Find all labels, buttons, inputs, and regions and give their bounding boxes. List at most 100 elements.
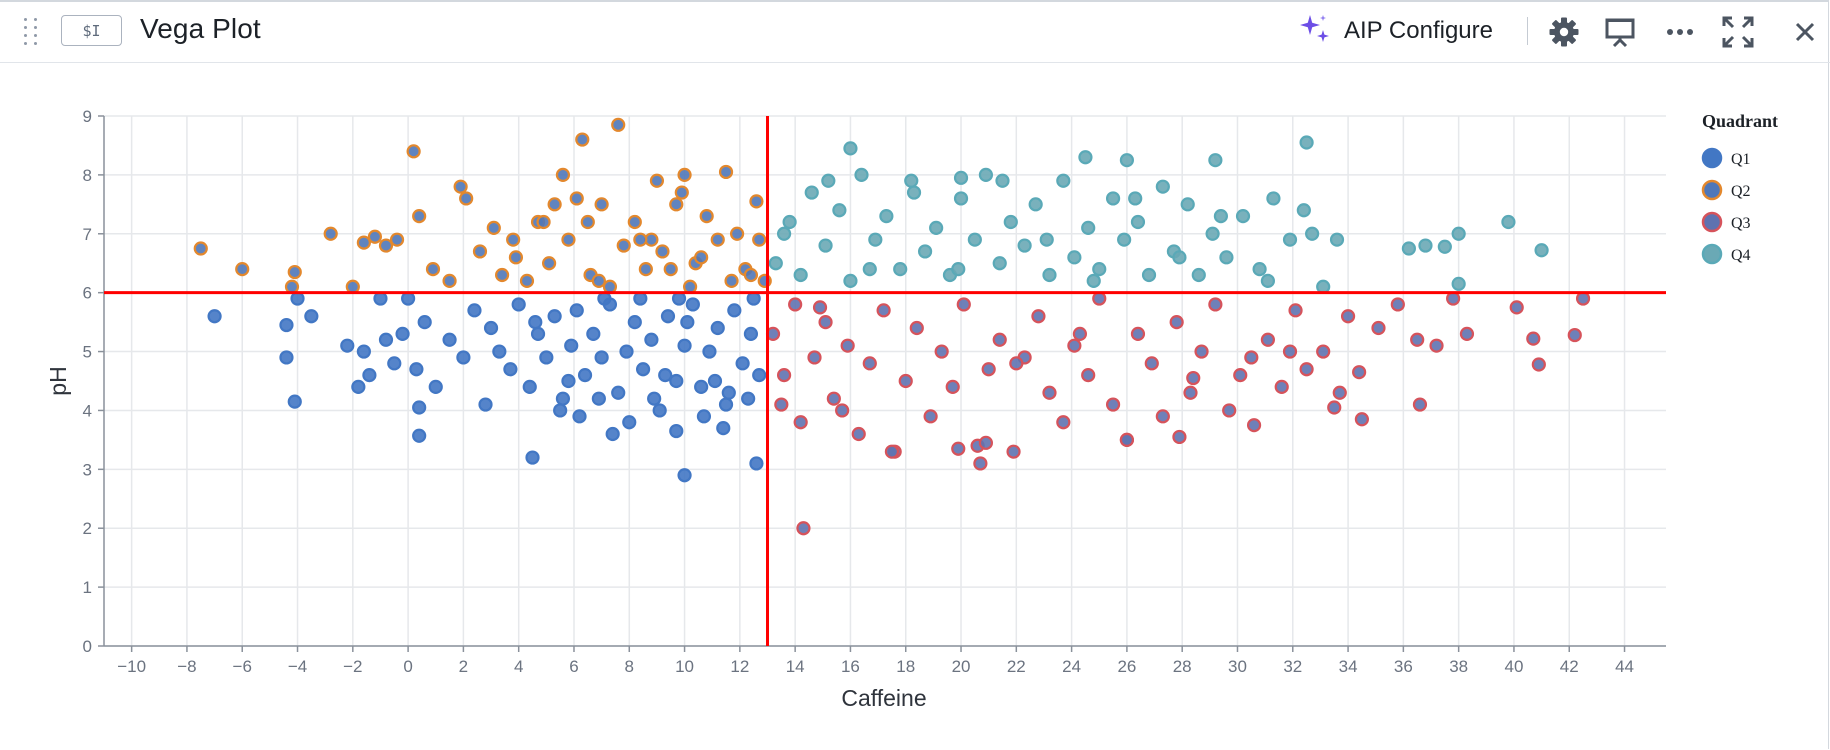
data-point-q1[interactable] — [492, 344, 507, 359]
data-point-q2[interactable] — [345, 279, 360, 294]
data-point-q3[interactable] — [876, 303, 891, 318]
data-point-q1[interactable] — [669, 373, 684, 389]
data-point-q4[interactable] — [978, 167, 994, 182]
data-point-q2[interactable] — [555, 167, 571, 182]
data-point-q3[interactable] — [1067, 338, 1082, 353]
data-point-q3[interactable] — [1208, 297, 1223, 312]
data-point-q3[interactable] — [1072, 326, 1088, 341]
data-point-q4[interactable] — [804, 185, 819, 200]
data-point-q2[interactable] — [633, 232, 648, 247]
data-point-q1[interactable] — [553, 403, 568, 418]
data-point-q4[interactable] — [768, 256, 783, 271]
data-point-q4[interactable] — [1042, 267, 1057, 283]
data-point-q4[interactable] — [879, 209, 894, 224]
data-point-q1[interactable] — [746, 291, 761, 306]
data-point-q3[interactable] — [1006, 444, 1021, 459]
data-point-q2[interactable] — [677, 167, 692, 182]
data-point-q4[interactable] — [776, 226, 792, 241]
data-point-q3[interactable] — [981, 362, 996, 377]
data-point-q3[interactable] — [840, 338, 855, 353]
data-point-q2[interactable] — [602, 279, 618, 294]
data-point-q2[interactable] — [472, 244, 488, 259]
data-point-q4[interactable] — [782, 214, 797, 230]
data-point-q1[interactable] — [467, 303, 482, 318]
data-point-q1[interactable] — [409, 362, 424, 377]
data-point-q2[interactable] — [459, 191, 474, 206]
data-point-q3[interactable] — [862, 356, 877, 371]
data-point-q2[interactable] — [519, 273, 535, 288]
data-point-q2[interactable] — [616, 238, 631, 253]
data-point-q3[interactable] — [1092, 291, 1107, 306]
data-point-q2[interactable] — [536, 214, 551, 230]
data-point-q3[interactable] — [1246, 418, 1262, 433]
data-point-q2[interactable] — [724, 273, 739, 288]
data-point-q3[interactable] — [884, 444, 900, 459]
data-point-q3[interactable] — [796, 521, 811, 536]
data-point-q2[interactable] — [506, 232, 521, 247]
data-point-q2[interactable] — [542, 256, 557, 271]
data-point-q3[interactable] — [898, 373, 913, 389]
data-point-q3[interactable] — [1222, 403, 1237, 418]
data-point-q2[interactable] — [193, 241, 208, 256]
data-point-q2[interactable] — [743, 267, 759, 283]
data-point-q2[interactable] — [749, 194, 764, 209]
data-point-q3[interactable] — [1327, 400, 1342, 415]
data-point-q2[interactable] — [611, 117, 626, 132]
data-point-q1[interactable] — [387, 356, 402, 371]
data-point-q3[interactable] — [923, 409, 938, 424]
legend-label-q3[interactable]: Q3 — [1731, 215, 1751, 232]
data-point-q4[interactable] — [832, 203, 847, 218]
data-point-q2[interactable] — [235, 262, 250, 277]
data-point-q2[interactable] — [287, 264, 302, 280]
data-point-q2[interactable] — [389, 232, 405, 247]
data-point-q1[interactable] — [696, 409, 712, 424]
legend-swatch-q4[interactable] — [1701, 243, 1723, 265]
data-point-q4[interactable] — [1260, 273, 1275, 288]
data-point-q1[interactable] — [287, 394, 302, 409]
close-icon[interactable] — [1787, 14, 1823, 50]
data-point-q4[interactable] — [868, 232, 883, 247]
data-point-q1[interactable] — [564, 338, 579, 353]
data-point-q1[interactable] — [401, 291, 416, 306]
data-point-q4[interactable] — [1028, 197, 1043, 212]
data-point-q4[interactable] — [1081, 220, 1096, 235]
data-point-q3[interactable] — [812, 300, 828, 315]
data-point-q1[interactable] — [677, 468, 692, 483]
data-point-q4[interactable] — [1086, 273, 1101, 288]
data-point-q3[interactable] — [1172, 429, 1187, 445]
data-point-q4[interactable] — [1003, 214, 1018, 230]
data-point-q2[interactable] — [561, 232, 576, 247]
data-point-q4[interactable] — [906, 185, 922, 200]
data-point-q3[interactable] — [793, 415, 808, 430]
data-point-q3[interactable] — [788, 297, 803, 312]
data-point-q2[interactable] — [655, 244, 670, 259]
data-point-q4[interactable] — [1141, 267, 1157, 283]
data-point-q1[interactable] — [511, 297, 526, 312]
data-point-q4[interactable] — [1451, 276, 1466, 291]
data-point-q3[interactable] — [1429, 338, 1444, 353]
data-point-q4[interactable] — [1437, 239, 1452, 254]
data-point-q4[interactable] — [992, 256, 1007, 271]
data-point-q1[interactable] — [685, 297, 700, 312]
data-point-q4[interactable] — [1418, 238, 1433, 253]
data-point-q1[interactable] — [652, 403, 667, 418]
data-point-q4[interactable] — [1039, 232, 1054, 247]
data-point-q1[interactable] — [718, 397, 734, 412]
data-point-q2[interactable] — [699, 209, 714, 224]
data-point-q1[interactable] — [735, 356, 750, 371]
data-point-q4[interactable] — [1235, 209, 1251, 224]
data-point-q1[interactable] — [356, 344, 371, 359]
data-point-q4[interactable] — [1056, 173, 1071, 188]
data-point-q3[interactable] — [807, 350, 822, 365]
data-point-q1[interactable] — [478, 397, 493, 412]
data-point-q3[interactable] — [934, 344, 949, 359]
data-point-q4[interactable] — [1130, 214, 1146, 230]
data-point-q3[interactable] — [1340, 309, 1356, 324]
data-point-q3[interactable] — [1119, 432, 1135, 447]
data-point-q3[interactable] — [956, 297, 971, 312]
data-point-q2[interactable] — [627, 214, 642, 230]
data-point-q2[interactable] — [682, 279, 698, 294]
data-point-q2[interactable] — [412, 209, 427, 224]
data-point-q1[interactable] — [716, 421, 731, 436]
data-point-q4[interactable] — [854, 167, 869, 182]
